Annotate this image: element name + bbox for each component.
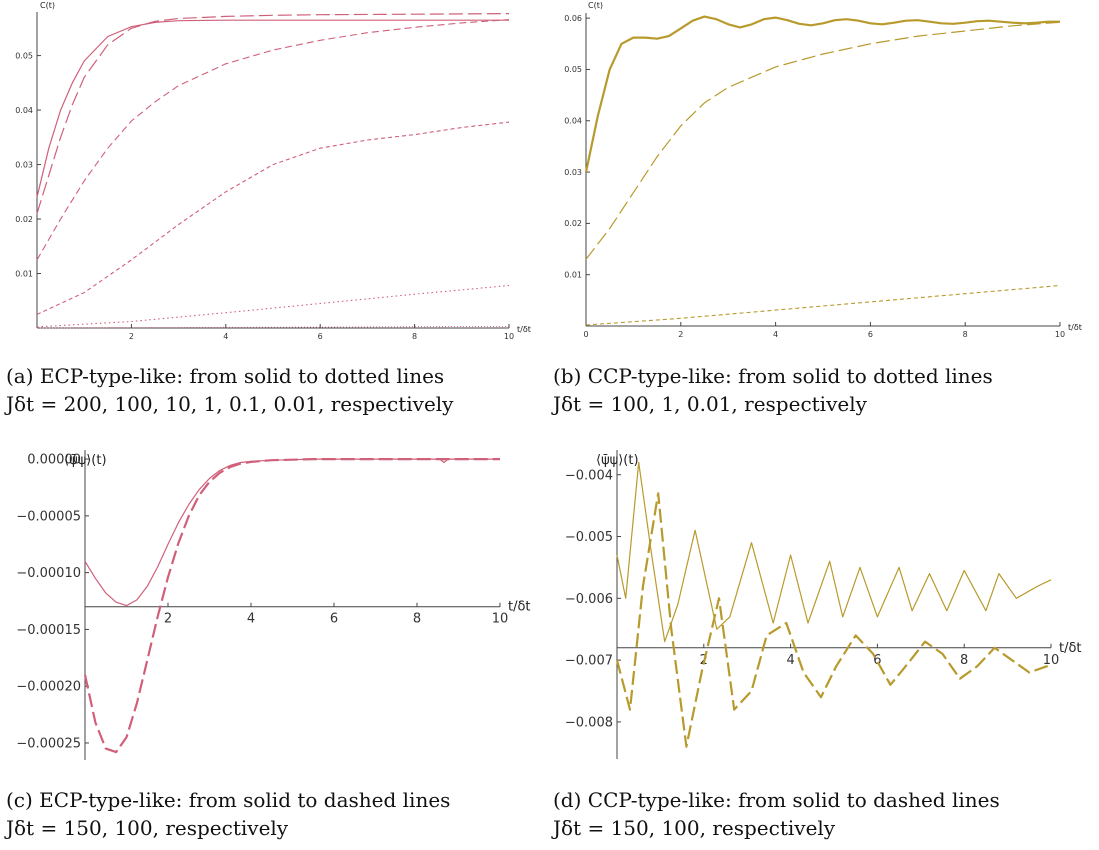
caption-a-line1: (a) ECP-type-like: from solid to dotted … [6, 364, 445, 388]
x-axis-label: t/δt [1068, 323, 1082, 332]
series-line-6 [36, 325, 510, 329]
series-line-5 [36, 284, 510, 328]
chart-a: 2 4 6 8 10 0.01 0.02 0.03 0.04 0.05 C(t) t/δt [15, 1, 531, 341]
x-tick-label: 10 [504, 332, 514, 341]
caption-b-line2: Jδt = 100, 1, 0.01, respectively [553, 392, 867, 416]
y-tick-label: −0.008 [565, 715, 613, 730]
series-line-3 [585, 284, 1061, 326]
x-tick-label: 10 [1055, 330, 1065, 339]
series-line-4 [36, 121, 510, 315]
caption-b-line1: (b) CCP-type-like: from solid to dotted … [553, 364, 993, 388]
x-tick-label: 2 [678, 330, 683, 339]
y-tick-label: −0.007 [565, 654, 613, 669]
x-tick-label: 4 [773, 330, 778, 339]
x-tick-label: 4 [247, 612, 255, 627]
y-tick-label: −0.00020 [16, 680, 81, 695]
y-axis-label: ⟨ψ̄ψ⟩(t) [64, 453, 107, 468]
caption-c-line1: (c) ECP-type-like: from solid to dashed … [6, 788, 451, 812]
x-tick-label: 10 [492, 612, 509, 627]
y-tick-label: 0.02 [564, 219, 582, 228]
y-tick-label: −0.00010 [16, 566, 81, 581]
y-tick-label: −0.005 [565, 530, 613, 545]
caption-c: (c) ECP-type-like: from solid to dashed … [6, 786, 450, 842]
y-tick-label: 0.03 [564, 168, 582, 177]
series-line-2 [83, 458, 500, 754]
y-tick-label: −0.00005 [16, 509, 81, 524]
x-tick-label: 0 [583, 330, 588, 339]
caption-d-line2: Jδt = 150, 100, respectively [553, 816, 836, 840]
y-tick-label: 0.06 [564, 14, 582, 23]
y-tick-label: 0.03 [15, 160, 33, 169]
x-axis-label: t/δt [517, 325, 531, 334]
caption-a: (a) ECP-type-like: from solid to dotted … [6, 362, 453, 418]
y-tick-label: −0.004 [565, 468, 613, 483]
y-tick-label: 0.01 [564, 270, 582, 279]
y-tick-label: 0.05 [15, 51, 33, 60]
x-tick-label: 6 [873, 653, 881, 668]
series-line-3 [36, 19, 510, 261]
y-axis-label: ⟨ψ̄ψ⟩(t) [596, 453, 639, 468]
chart-d: 2 4 6 8 10−0.004−0.005−0.006−0.007−0.008⟨ψ̄ψ… [565, 450, 1082, 759]
y-tick-label: 0.02 [15, 215, 33, 224]
x-axis-label: t/δt [508, 600, 531, 615]
chart-c: 2 4 6 8 10 0.00000 −0.00005 −0.00010 −0.00015 −0.… [16, 450, 531, 760]
x-tick-label: 2 [164, 612, 172, 627]
y-tick-label: 0.05 [564, 65, 582, 74]
caption-d: (d) CCP-type-like: from solid to dashed … [553, 786, 1000, 842]
caption-d-line1: (d) CCP-type-like: from solid to dashed … [553, 788, 1000, 812]
y-tick-label: 0.01 [15, 269, 33, 278]
y-axis-label: C(t) [588, 1, 603, 10]
y-tick-label: 0.04 [15, 106, 33, 115]
series-line-1 [584, 15, 1060, 173]
x-tick-label: 4 [223, 332, 228, 341]
x-tick-label: 4 [786, 653, 794, 668]
x-tick-label: 10 [1043, 653, 1060, 668]
caption-c-line2: Jδt = 150, 100, respectively [6, 816, 289, 840]
x-tick-label: 8 [413, 612, 421, 627]
y-tick-label: −0.00015 [16, 623, 81, 638]
x-tick-label: 8 [960, 653, 968, 668]
chart-b: 0 2 4 6 8 10 0.01 0.02 0.03 0.04 0.05 0.06 C(t) t/δt [564, 1, 1082, 339]
x-tick-label: 6 [330, 612, 338, 627]
x-axis-label: t/δt [1059, 641, 1082, 656]
caption-b: (b) CCP-type-like: from solid to dotted … [553, 362, 993, 418]
caption-a-line2: Jδt = 200, 100, 10, 1, 0.1, 0.01, respec… [6, 392, 454, 416]
x-tick-label: 8 [412, 332, 417, 341]
series-line-2 [585, 21, 1061, 260]
series-line-1 [84, 458, 500, 607]
series-line-2 [36, 13, 510, 214]
x-tick-label: 6 [318, 332, 323, 341]
y-axis-label: C(t) [40, 1, 55, 10]
series-line-1 [616, 461, 1052, 643]
x-tick-label: 2 [129, 332, 134, 341]
y-tick-label: −0.006 [565, 592, 613, 607]
x-tick-label: 6 [868, 330, 873, 339]
series-line-1 [36, 19, 509, 198]
y-tick-label: 0.00000 [27, 453, 81, 468]
y-tick-label: 0.04 [564, 117, 582, 126]
series-line-2 [615, 492, 1051, 748]
x-tick-label: 8 [963, 330, 968, 339]
y-tick-label: −0.00025 [16, 737, 81, 752]
